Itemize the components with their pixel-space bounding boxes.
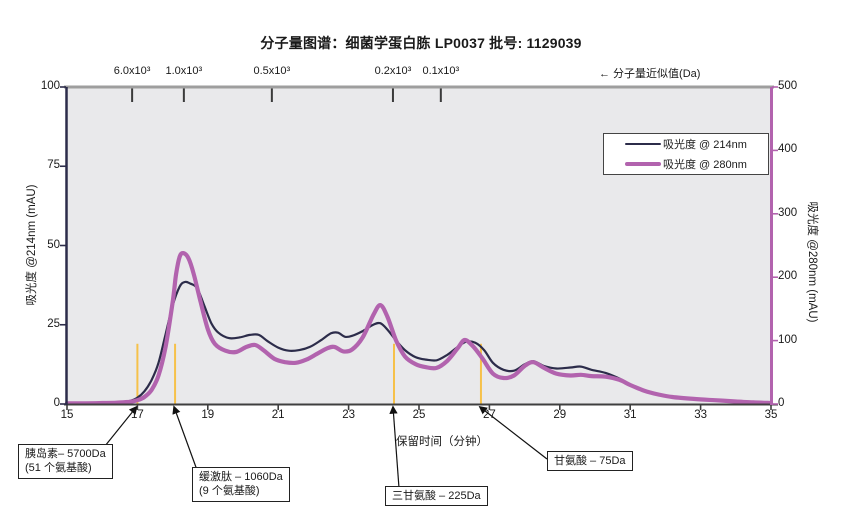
right-tick-label: 500	[778, 80, 798, 92]
legend: 吸光度 @ 214nm 吸光度 @ 280nm	[603, 133, 769, 175]
legend-item-280nm: 吸光度 @ 280nm	[604, 156, 768, 172]
callout-bradykinin: 缓激肽 – 1060Da (9 个氨基酸)	[192, 467, 290, 502]
legend-label-214nm: 吸光度 @ 214nm	[663, 139, 747, 151]
right-tick-label: 400	[778, 143, 798, 156]
x-tick-label: 21	[271, 409, 285, 421]
top-axis-note: ← 分子量近似值(Da)	[599, 68, 701, 80]
x-tick-label: 19	[201, 409, 215, 421]
series-curve-214nm	[65, 280, 773, 405]
callout-glycine: 甘氨酸 – 75Da	[547, 451, 633, 472]
x-axis-title: 保留时间（分钟）	[396, 436, 488, 448]
left-tick-label: 25	[47, 317, 60, 330]
right-axis-title: 吸光度 @280nm (mAU)	[806, 201, 818, 323]
callout-insulin: 胰岛素– 5700Da (51 个氨基酸)	[18, 444, 113, 479]
left-tick-label: 50	[47, 238, 60, 251]
x-tick-label: 29	[553, 409, 567, 421]
callout-arrow	[172, 405, 198, 471]
x-tick-label: 33	[694, 409, 707, 421]
callout-triglycine: 三甘氨酸 – 225Da	[385, 486, 488, 507]
left-tick-label: 100	[40, 80, 60, 92]
callout-insulin-line1: 胰岛素– 5700Da	[25, 448, 106, 460]
x-tick-label: 31	[623, 409, 637, 421]
mw-marker-label: 6.0x10³	[113, 65, 151, 77]
right-tick-label: 0	[778, 397, 785, 409]
x-tick-label: 35	[764, 409, 778, 421]
callout-arrow	[478, 405, 548, 460]
callout-glycine-line1: 甘氨酸 – 75Da	[554, 455, 626, 467]
right-tick-label: 200	[778, 270, 798, 283]
legend-label-280nm: 吸光度 @ 280nm	[663, 159, 747, 171]
page-title: 分子量图谱：细菌学蛋白胨 LP0037 批号: 1129039	[260, 35, 582, 51]
callout-arrow	[104, 405, 138, 447]
mw-marker-label: 0.1x10³	[422, 65, 460, 77]
callout-arrow	[389, 405, 400, 489]
right-tick-label: 300	[778, 206, 798, 219]
right-tick-label: 100	[778, 333, 798, 346]
callout-insulin-line2: (51 个氨基酸)	[25, 462, 92, 475]
x-tick-label: 15	[60, 409, 74, 421]
left-tick-label: 0	[53, 397, 60, 409]
mw-marker-label: 1.0x10³	[165, 65, 203, 77]
mw-marker-label: 0.5x10³	[253, 65, 291, 77]
left-tick-label: 75	[47, 159, 60, 172]
x-tick-label: 17	[130, 409, 144, 421]
legend-line-swatch-280nm	[625, 162, 661, 166]
mw-marker-label: 0.2x10³	[374, 65, 412, 77]
x-tick-label: 25	[412, 409, 426, 421]
x-tick-label: 23	[342, 409, 355, 421]
series-curve-280nm	[64, 250, 774, 406]
x-tick-label: 27	[482, 409, 496, 421]
callout-triglycine-line1: 三甘氨酸 – 225Da	[392, 490, 481, 502]
callout-bradykinin-line2: (9 个氨基酸)	[199, 485, 260, 498]
callout-bradykinin-line1: 缓激肽 – 1060Da	[199, 471, 283, 483]
legend-line-swatch-214nm	[625, 143, 661, 145]
legend-item-214nm: 吸光度 @ 214nm	[604, 136, 768, 152]
